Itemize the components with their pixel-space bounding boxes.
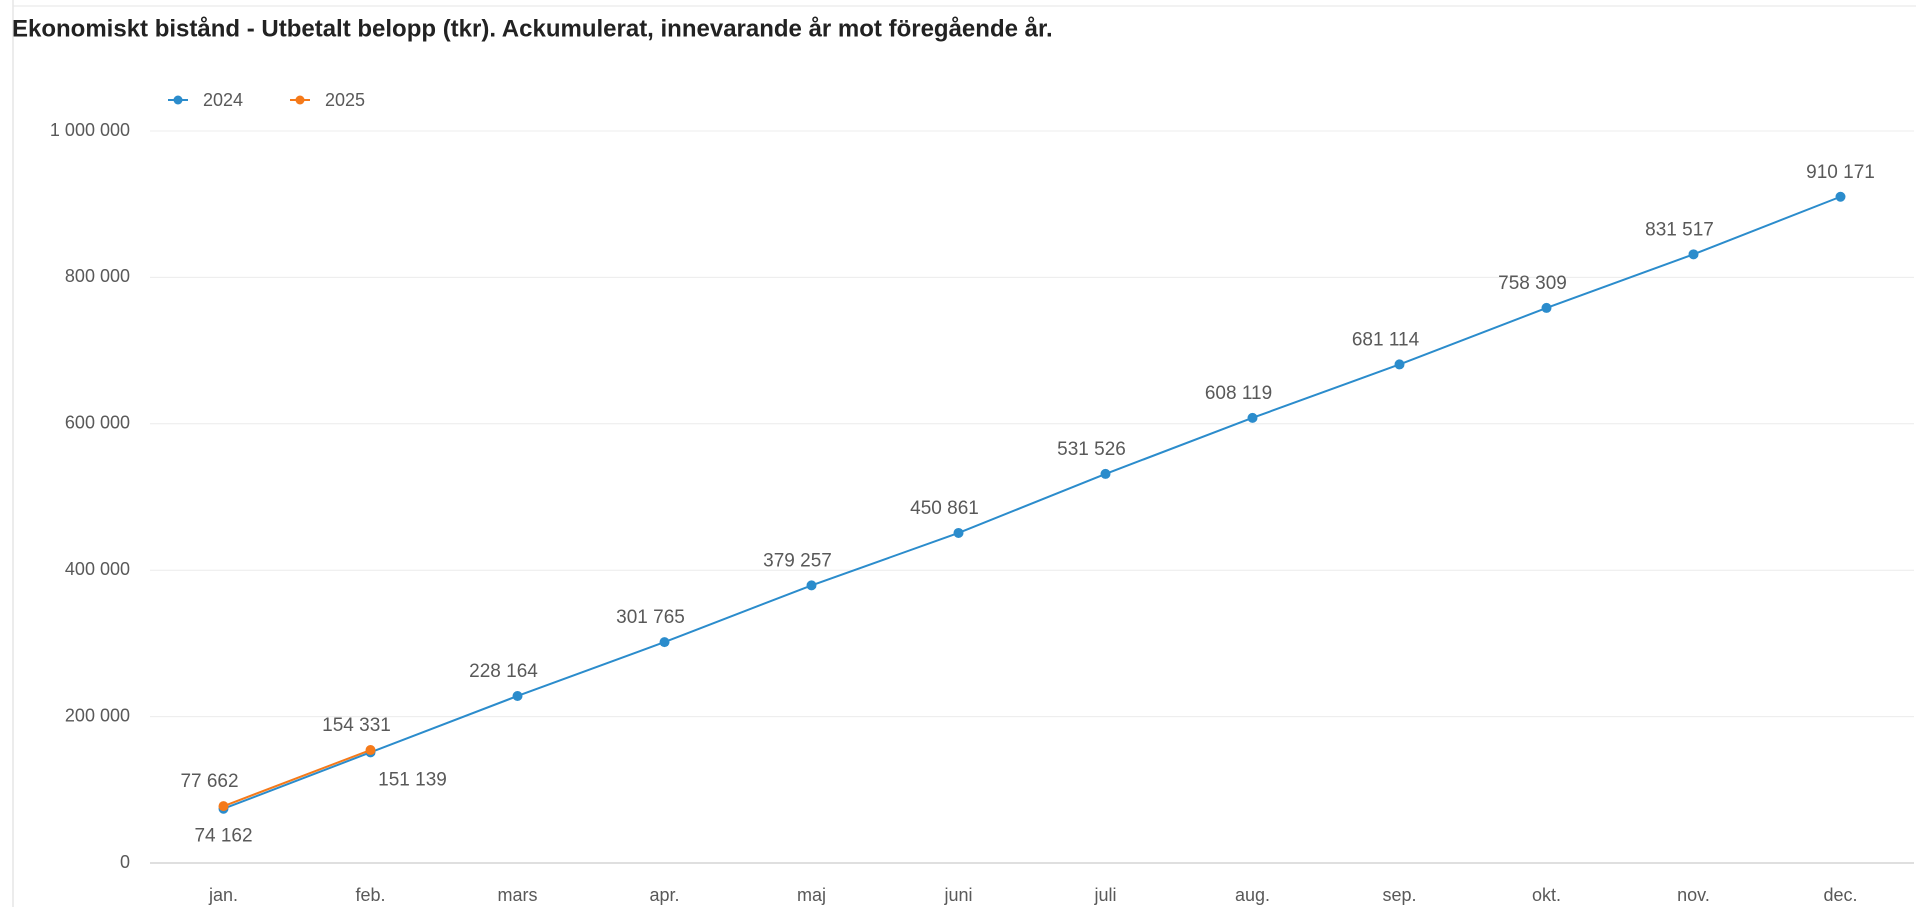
y-tick-label: 600 000 (65, 413, 130, 433)
data-label: 77 662 (180, 771, 238, 792)
legend-label: 2025 (325, 90, 365, 110)
data-label: 758 309 (1498, 273, 1567, 294)
data-point (218, 801, 229, 812)
x-tick-label: jan. (208, 885, 238, 905)
data-point (806, 580, 817, 591)
series-line (223, 749, 371, 808)
data-point (1394, 359, 1405, 370)
data-label: 151 139 (378, 769, 447, 790)
data-point (365, 745, 376, 756)
x-tick-label: mars (498, 885, 538, 905)
data-point (953, 527, 964, 538)
y-tick-label: 400 000 (65, 559, 130, 579)
data-label: 450 861 (910, 498, 979, 519)
data-label: 910 171 (1806, 162, 1875, 183)
data-label: 531 526 (1057, 439, 1126, 460)
x-tick-label: juni (943, 885, 972, 905)
x-tick-label: sep. (1382, 885, 1416, 905)
chart-title: Ekonomiskt bistånd - Utbetalt belopp (tk… (12, 15, 1053, 42)
data-label: 379 257 (763, 550, 832, 571)
data-point (512, 690, 523, 701)
x-tick-label: dec. (1823, 885, 1857, 905)
data-label: 608 119 (1205, 383, 1272, 404)
legend-label: 2024 (203, 90, 243, 110)
x-tick-label: aug. (1235, 885, 1270, 905)
y-tick-label: 200 000 (65, 705, 130, 725)
data-point (659, 637, 670, 648)
y-tick-label: 1 000 000 (50, 120, 130, 140)
data-point (1835, 191, 1846, 202)
data-label: 74 162 (194, 826, 252, 847)
data-label: 681 114 (1352, 329, 1420, 350)
x-tick-label: maj (797, 885, 826, 905)
x-tick-label: juli (1093, 885, 1116, 905)
x-tick-label: nov. (1677, 885, 1710, 905)
data-label: 228 164 (469, 661, 538, 682)
data-point (1100, 468, 1111, 479)
data-label: 831 517 (1645, 219, 1714, 240)
data-point (1541, 302, 1552, 313)
legend-dot (295, 95, 305, 105)
x-tick-label: feb. (355, 885, 385, 905)
legend-dot (173, 95, 183, 105)
data-point (1247, 412, 1258, 423)
y-tick-label: 0 (120, 852, 130, 872)
data-label: 154 331 (322, 715, 391, 736)
x-tick-label: okt. (1532, 885, 1561, 905)
series-line (223, 195, 1841, 810)
data-point (1688, 249, 1699, 260)
x-tick-label: apr. (649, 885, 679, 905)
data-label: 301 765 (616, 607, 685, 628)
y-tick-label: 800 000 (65, 266, 130, 286)
